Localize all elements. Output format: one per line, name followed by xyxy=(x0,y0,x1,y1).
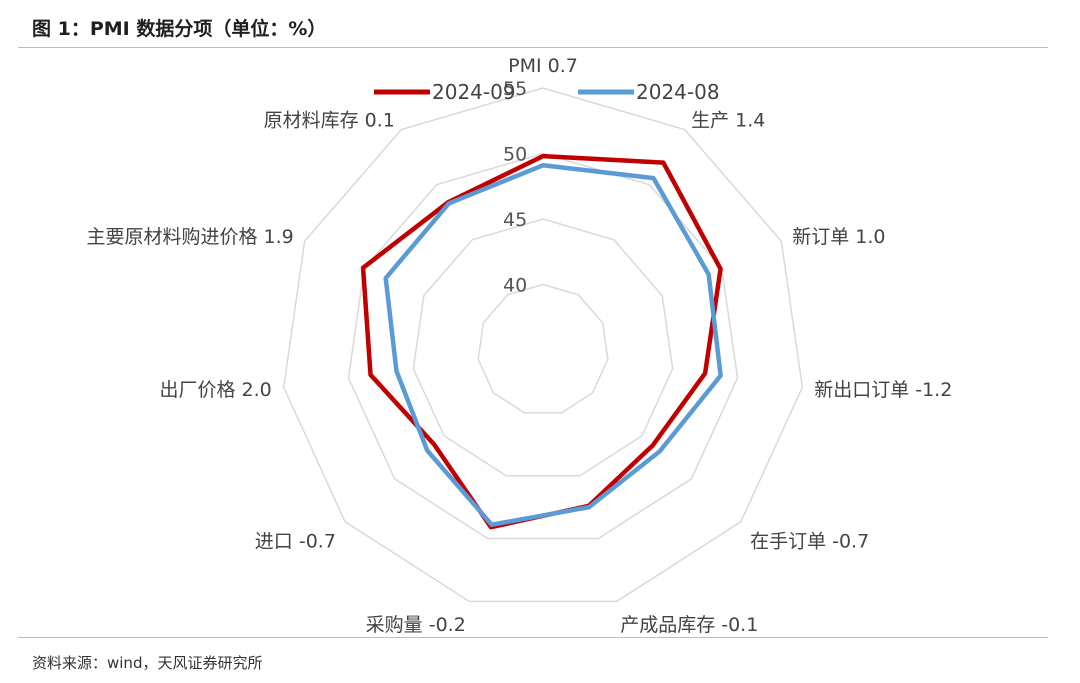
grid-ring-50 xyxy=(347,152,739,540)
radar-series xyxy=(360,153,723,530)
legend: 2024-09 2024-08 xyxy=(374,80,720,104)
grid-ring-40 xyxy=(477,283,609,414)
radial-tick-label: 40 xyxy=(503,275,527,297)
axis-label: 在手订单 -0.7 xyxy=(750,530,869,552)
radial-tick-label: 55 xyxy=(503,78,527,100)
axis-labels: PMI 0.7 生产 1.4 新订单 1.0 新出口订单 -1.2 在手订单 -0.7 产… xyxy=(86,55,952,636)
radial-tick-label: 45 xyxy=(503,209,527,231)
axis-label: 出厂价格 2.0 xyxy=(160,379,272,401)
axis-label: 进口 -0.7 xyxy=(255,530,336,552)
radial-tick-labels: 40 45 50 55 xyxy=(503,78,527,297)
axis-label: 新出口订单 -1.2 xyxy=(814,379,952,401)
footer-divider xyxy=(18,637,1048,638)
source-note: 资料来源：wind，天风证券研究所 xyxy=(32,654,263,672)
grid-ring-45 xyxy=(412,218,674,477)
series-line-2024-08 xyxy=(383,163,723,527)
legend-label: 2024-09 xyxy=(432,80,516,104)
axis-label: 生产 1.4 xyxy=(691,109,765,131)
axis-label: 新订单 1.0 xyxy=(792,226,885,248)
header-divider xyxy=(18,47,1048,48)
page-title: 图 1：PMI 数据分项（单位：%） xyxy=(32,18,327,40)
legend-label: 2024-08 xyxy=(636,80,720,104)
axis-label: PMI 0.7 xyxy=(508,55,578,77)
axis-label: 产成品库存 -0.1 xyxy=(620,614,758,636)
axis-label: 主要原材料购进价格 1.9 xyxy=(86,226,293,248)
axis-label: 原材料库存 0.1 xyxy=(264,109,395,131)
radial-tick-label: 50 xyxy=(503,144,527,166)
axis-label: 采购量 -0.2 xyxy=(366,614,466,636)
radar-grid xyxy=(282,87,804,603)
grid-ring-55 xyxy=(282,87,804,603)
